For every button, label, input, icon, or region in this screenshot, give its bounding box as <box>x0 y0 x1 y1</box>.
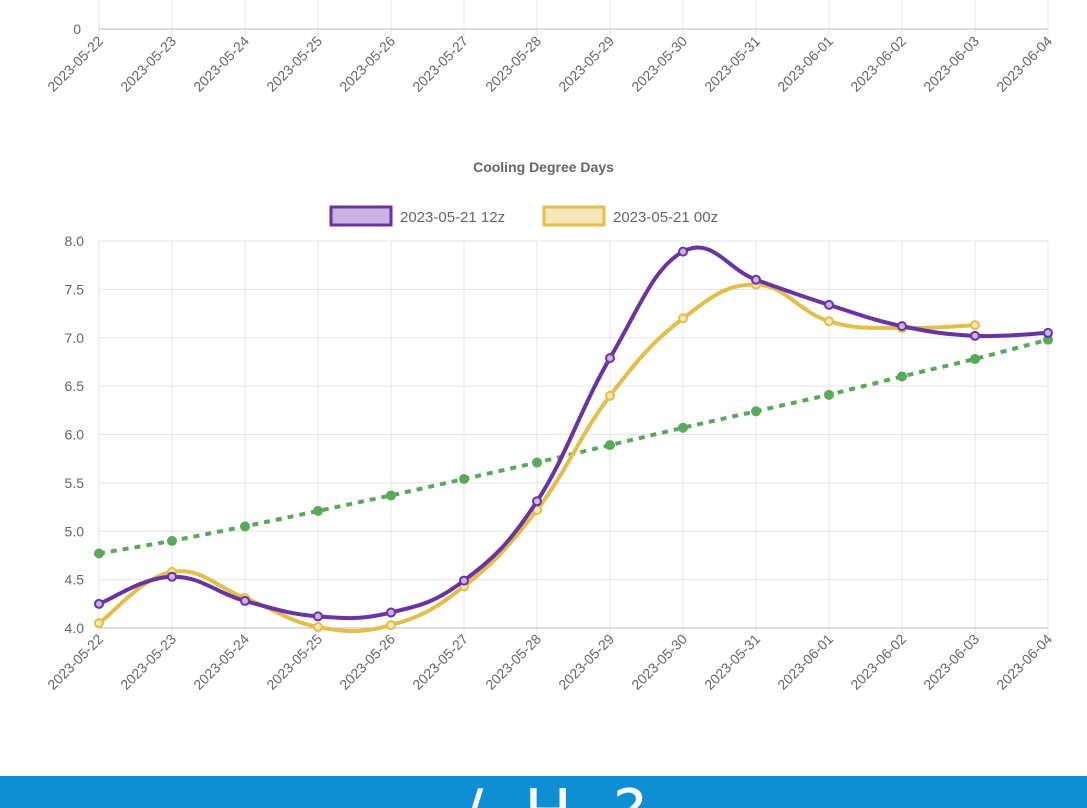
main-x-tick-label: 2023-05-28 <box>482 631 544 693</box>
data-point <box>605 390 615 401</box>
legend-item: 2023-05-21 00z <box>542 205 718 227</box>
y-tick-label: 8.0 <box>65 233 85 249</box>
data-point <box>386 607 396 618</box>
data-point <box>386 490 396 501</box>
data-point <box>313 622 323 633</box>
data-point <box>678 422 688 433</box>
data-point <box>94 598 104 609</box>
main-x-tick-label: 2023-05-26 <box>336 631 398 693</box>
data-point <box>459 575 469 586</box>
data-point <box>970 330 980 341</box>
main-x-tick-label: 2023-05-31 <box>701 631 763 693</box>
data-point <box>94 618 104 629</box>
main-x-tick-label: 2023-05-27 <box>409 631 471 693</box>
legend-label: 2023-05-21 00z <box>613 209 718 226</box>
legend-swatch <box>542 205 606 227</box>
main-x-tick-label: 2023-06-01 <box>774 631 836 693</box>
y-tick-label: 4.0 <box>65 620 85 636</box>
cooling-degree-days-chart: Cooling Degree Days 4.0 4.5 5.0 5.5 6.0 6.5 7.… <box>44 159 1055 693</box>
legend-swatch <box>329 205 393 227</box>
data-point <box>313 611 323 622</box>
main-x-tick-label: 2023-06-02 <box>847 631 909 693</box>
series-line <box>98 245 1049 621</box>
series-line-trend <box>98 337 1049 556</box>
data-point <box>824 389 834 400</box>
data-point <box>94 548 104 559</box>
data-point <box>970 320 980 331</box>
data-point <box>824 299 834 310</box>
data-point <box>532 457 542 468</box>
data-point <box>532 496 542 507</box>
data-point <box>897 321 907 332</box>
footer-text: · / H ? <box>360 782 647 808</box>
data-point <box>897 371 907 382</box>
chart-title: Cooling Degree Days <box>473 159 614 175</box>
main-x-tick-label: 2023-05-25 <box>263 631 325 693</box>
data-point <box>459 474 469 485</box>
main-x-tick-label: 2023-06-04 <box>993 631 1055 693</box>
data-point <box>824 316 834 327</box>
legend-label: 2023-05-21 12z <box>400 209 505 226</box>
data-point <box>386 620 396 631</box>
y-tick-label: 5.5 <box>65 475 85 491</box>
data-point <box>313 505 323 516</box>
data-point <box>605 353 615 364</box>
y-tick-label: 7.5 <box>65 281 85 297</box>
data-point <box>167 571 177 582</box>
legend-item: 2023-05-21 12z <box>329 205 505 227</box>
data-point <box>240 521 250 532</box>
data-point <box>678 246 688 257</box>
main-x-tick-label: 2023-06-03 <box>920 631 982 693</box>
data-point <box>751 406 761 417</box>
y-tick-label: 6.0 <box>65 427 85 443</box>
main-x-tick-label: 2023-05-23 <box>117 631 179 693</box>
data-point <box>605 440 615 451</box>
footer-bar: · / H ? <box>0 776 1087 808</box>
data-point <box>240 595 250 606</box>
data-point <box>970 354 980 365</box>
main-x-tick-label: 2023-05-22 <box>44 631 106 693</box>
data-point <box>678 313 688 324</box>
y-tick-label: 5.0 <box>65 523 85 539</box>
top-y-tick-label: 0 <box>73 21 81 37</box>
y-tick-label: 6.5 <box>65 378 85 394</box>
main-x-tick-label: 2023-05-30 <box>628 631 690 693</box>
main-x-tick-label: 2023-05-24 <box>190 631 252 693</box>
data-point <box>1043 327 1053 338</box>
data-point <box>167 535 177 546</box>
y-tick-label: 4.5 <box>65 572 85 588</box>
data-point <box>751 274 761 285</box>
y-tick-label: 7.0 <box>65 330 85 346</box>
main-x-tick-label: 2023-05-29 <box>555 631 617 693</box>
